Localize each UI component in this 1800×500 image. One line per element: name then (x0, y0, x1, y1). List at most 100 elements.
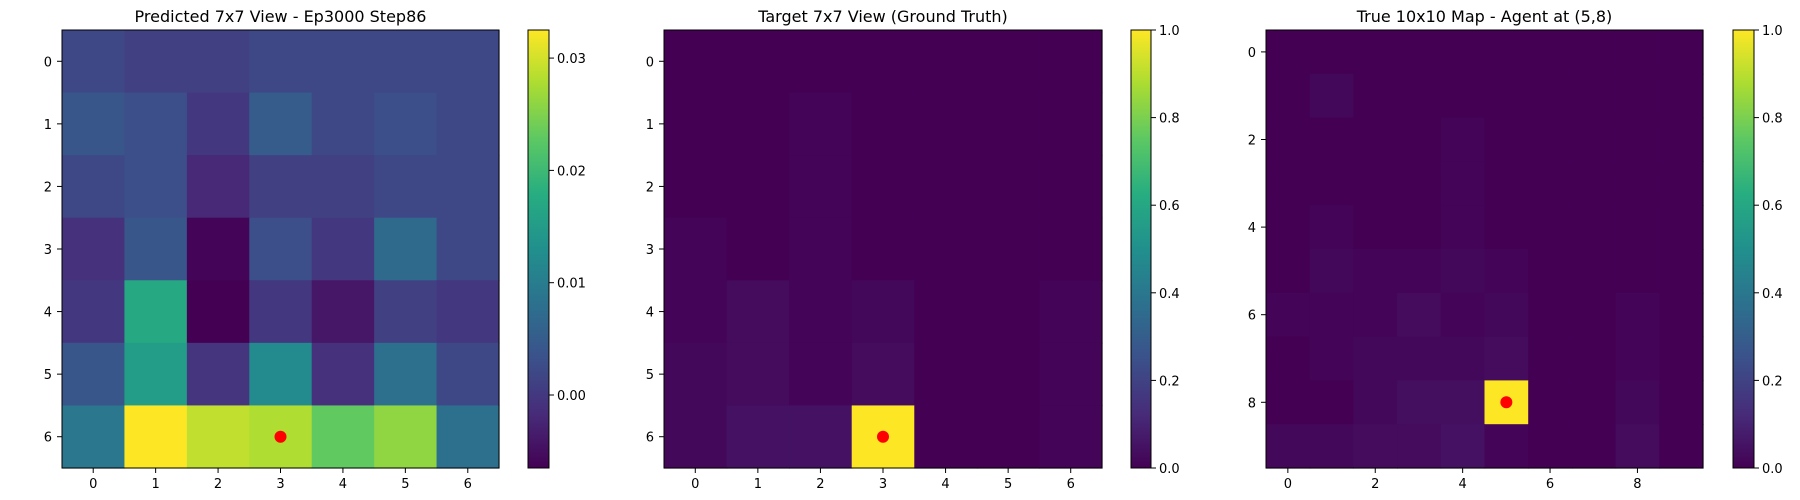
x-tick-label: 0 (691, 477, 699, 492)
heatmap-cell (1615, 424, 1660, 469)
heatmap-cell (1571, 424, 1617, 469)
heatmap-cell (1440, 292, 1486, 338)
agent-marker (1500, 396, 1513, 409)
chart-title: True 10x10 Map - Agent at (5,8) (1356, 7, 1613, 26)
heatmap-cell (1615, 292, 1660, 338)
colorbar-tick-label: 0.03 (557, 52, 586, 67)
heatmap-cell (1440, 73, 1486, 119)
heatmap-cell (249, 92, 313, 156)
heatmap-cell (374, 30, 438, 94)
chart-title: Predicted 7x7 View - Ep3000 Step86 (135, 7, 427, 26)
heatmap-cell (1309, 336, 1354, 381)
heatmap-cell (311, 217, 375, 281)
heatmap-cell (1659, 30, 1704, 75)
heatmap-cell (1397, 117, 1442, 162)
y-tick-label: 3 (646, 243, 654, 258)
heatmap-cell (1440, 205, 1486, 250)
heatmap-cell (1039, 280, 1103, 344)
heatmap-cell (249, 342, 313, 407)
heatmap-cell (851, 217, 915, 281)
heatmap-cell (851, 280, 915, 344)
heatmap-cell (311, 342, 375, 407)
heatmap-cell (1528, 380, 1573, 425)
heatmap-cell (1309, 292, 1354, 338)
heatmap-cell (1039, 92, 1103, 156)
heatmap-cell (1571, 249, 1617, 294)
heatmap-cell (1484, 73, 1529, 119)
heatmap-cell (1440, 117, 1486, 162)
heatmap-cell (1484, 424, 1529, 469)
heatmap-cell (249, 217, 313, 281)
colorbar-tick-label: 0.2 (1159, 374, 1180, 389)
heatmap-panel-1: Target 7x7 View (Ground Truth) 0 1 2 3 4 5 6 0 1 2… (646, 7, 1180, 492)
heatmap-cell (976, 155, 1041, 219)
x-tick-label: 2 (214, 477, 222, 492)
heatmap-cell (1615, 249, 1660, 294)
heatmap-cell (914, 217, 978, 281)
heatmap-cell (1484, 336, 1529, 381)
heatmap-cell (1353, 117, 1398, 162)
heatmap-cell (1440, 424, 1486, 469)
heatmap-cell (1528, 249, 1573, 294)
colorbar-tick-label: 0.4 (1762, 287, 1783, 302)
heatmap-cell (1615, 73, 1660, 119)
heatmap-cell (1266, 161, 1311, 206)
y-tick-label: 2 (1248, 134, 1256, 149)
heatmap-cell (789, 30, 853, 94)
heatmap-panel-0: Predicted 7x7 View - Ep3000 Step86 0 1 2 3 4 5… (44, 7, 586, 492)
heatmap-cell (1353, 249, 1398, 294)
heatmap-cell (1266, 249, 1311, 294)
x-tick-label: 6 (1546, 477, 1554, 492)
heatmap-cell (1615, 205, 1660, 250)
heatmap-cell (62, 342, 126, 407)
colorbar-tick-label: 0.4 (1159, 287, 1180, 302)
heatmap-cell (1039, 342, 1103, 407)
heatmap-cell (1659, 73, 1704, 119)
heatmap-cell (1659, 336, 1704, 381)
heatmap-cell (1039, 30, 1103, 94)
heatmap-cell (1039, 405, 1103, 469)
heatmap-cell (62, 217, 126, 281)
heatmap-cell (1266, 117, 1311, 162)
x-tick-label: 5 (401, 477, 409, 492)
y-tick-label: 5 (646, 368, 654, 383)
heatmap-cell (62, 155, 126, 219)
heatmap-cell (976, 30, 1041, 94)
heatmap-cell (436, 217, 500, 281)
heatmap-cell (726, 217, 790, 281)
heatmap-cell (1659, 249, 1704, 294)
heatmap-cell (1397, 380, 1442, 425)
heatmap-cell (1353, 424, 1398, 469)
colorbar-tick-label: 0.01 (557, 277, 586, 292)
heatmap-cell (664, 342, 728, 407)
heatmap-cell (726, 30, 790, 94)
heatmap-cell (1440, 30, 1486, 75)
heatmap-cell (1659, 117, 1704, 162)
agent-marker (877, 430, 889, 443)
x-tick-label: 6 (1067, 477, 1075, 492)
x-tick-label: 5 (1004, 477, 1012, 492)
heatmap-cell (1397, 205, 1442, 250)
heatmap-cell (726, 280, 790, 344)
heatmap-cell (124, 342, 188, 407)
heatmap-cell (1659, 205, 1704, 250)
y-tick-label: 0 (646, 55, 654, 70)
heatmap-cell (1528, 336, 1573, 381)
heatmap-cell (1528, 73, 1573, 119)
x-tick-label: 2 (1371, 477, 1379, 492)
heatmap-cell (249, 30, 313, 94)
heatmap-cell (1309, 117, 1354, 162)
heatmap-cell (436, 30, 500, 94)
heatmap-cell (186, 342, 250, 407)
heatmap-cell (124, 30, 188, 94)
heatmap-cell (1309, 380, 1354, 425)
heatmap-cell (124, 405, 188, 469)
heatmap-cell (1266, 73, 1311, 119)
heatmap-cell (1440, 161, 1486, 206)
heatmap-cell (1397, 424, 1442, 469)
heatmap-cell (1484, 161, 1529, 206)
heatmap-cell (311, 280, 375, 344)
heatmap-cell (976, 217, 1041, 281)
heatmap-cell (1266, 205, 1311, 250)
